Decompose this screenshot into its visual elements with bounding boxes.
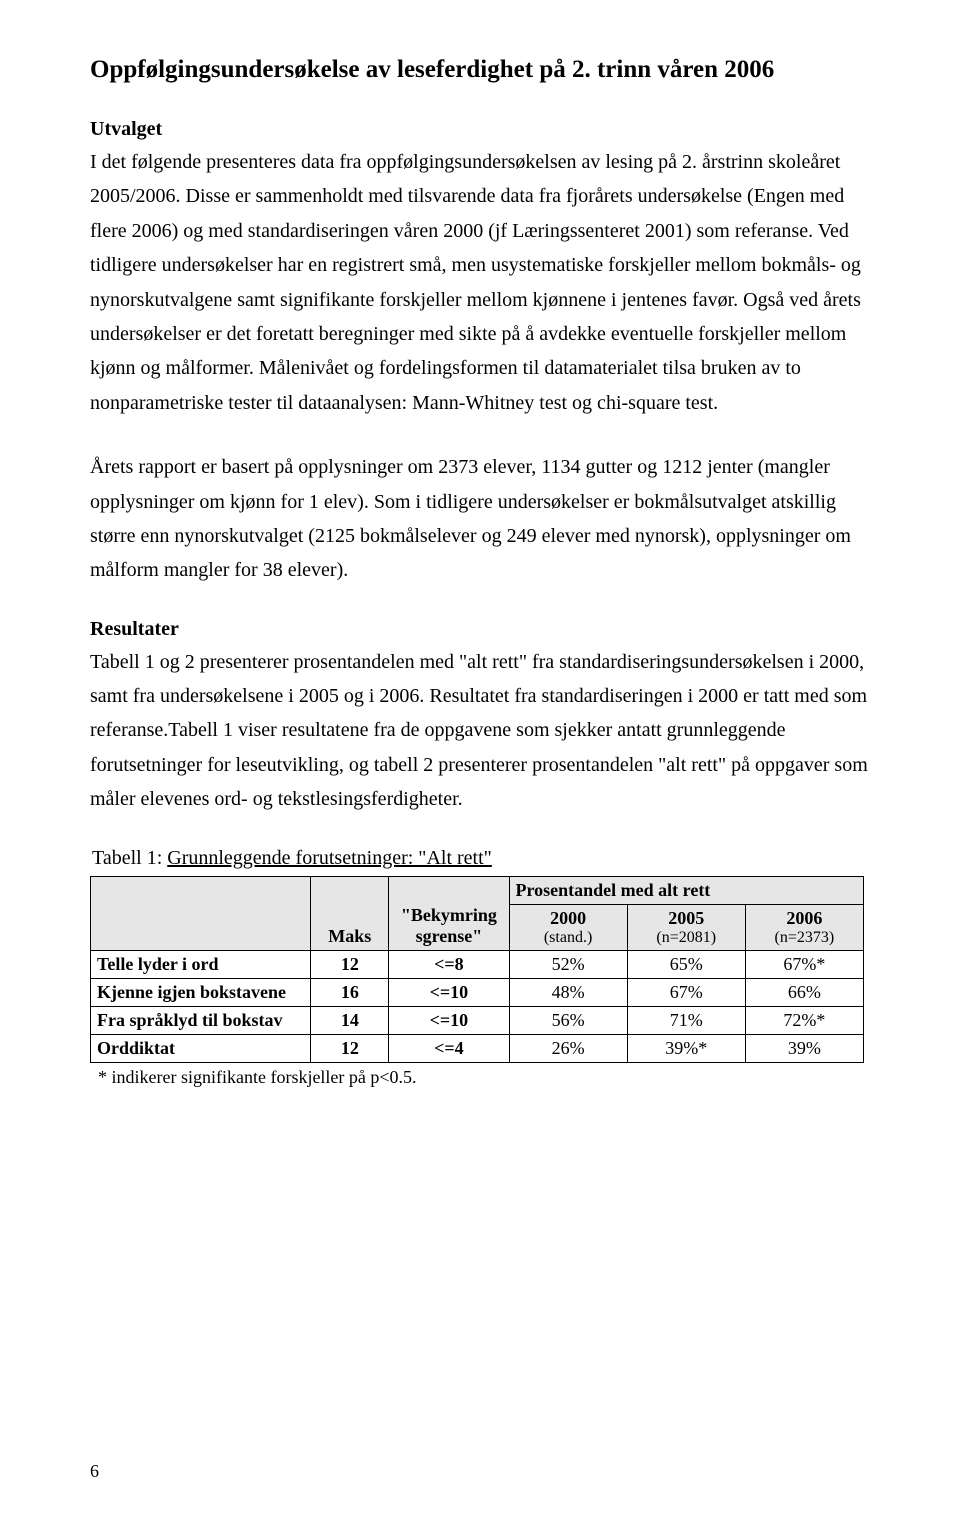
table1-caption: Tabell 1: Grunnleggende forutsetninger: …	[92, 847, 870, 870]
table1-col-2000-bot: (stand.)	[516, 929, 621, 947]
row-label: Kjenne igjen bokstavene	[91, 978, 311, 1006]
cell-maks: 16	[311, 978, 389, 1006]
cell-2006: 72%*	[745, 1006, 863, 1034]
table-row: Telle lyder i ord 12 <=8 52% 65% 67%*	[91, 950, 864, 978]
table1: Maks "Bekymring sgrense" Prosentandel me…	[90, 876, 864, 1063]
paragraph-2: Årets rapport er basert på opplysninger …	[90, 450, 870, 588]
table1-col-2000-top: 2000	[516, 908, 621, 929]
cell-grense: <=10	[389, 1006, 509, 1034]
cell-2005: 67%	[627, 978, 745, 1006]
table1-span-header: Prosentandel med alt rett	[509, 876, 864, 904]
cell-2005: 71%	[627, 1006, 745, 1034]
row-label: Fra språklyd til bokstav	[91, 1006, 311, 1034]
table1-col-2005-top: 2005	[634, 908, 739, 929]
cell-2000: 52%	[509, 950, 627, 978]
table1-caption-prefix: Tabell 1:	[92, 847, 167, 869]
table1-col-bekymring: "Bekymring sgrense"	[389, 876, 509, 950]
cell-maks: 12	[311, 1034, 389, 1062]
page-number: 6	[90, 1461, 99, 1482]
table1-footnote: * indikerer signifikante forskjeller på …	[98, 1067, 870, 1088]
table1-col-bekymring-bot: sgrense"	[395, 926, 502, 947]
table-row: Kjenne igjen bokstavene 16 <=10 48% 67% …	[91, 978, 864, 1006]
cell-2000: 26%	[509, 1034, 627, 1062]
table-row: Orddiktat 12 <=4 26% 39%* 39%	[91, 1034, 864, 1062]
table-row: Fra språklyd til bokstav 14 <=10 56% 71%…	[91, 1006, 864, 1034]
table1-caption-underlined: Grunnleggende forutsetninger: "Alt rett"	[167, 847, 492, 869]
table1-col-2006-top: 2006	[752, 908, 857, 929]
cell-grense: <=8	[389, 950, 509, 978]
cell-maks: 12	[311, 950, 389, 978]
cell-2005: 65%	[627, 950, 745, 978]
cell-2005: 39%*	[627, 1034, 745, 1062]
cell-2006: 66%	[745, 978, 863, 1006]
table1-header-row1: Maks "Bekymring sgrense" Prosentandel me…	[91, 876, 864, 904]
table1-col-2000: 2000 (stand.)	[509, 904, 627, 950]
page-title: Oppfølgingsundersøkelse av leseferdighet…	[90, 56, 870, 84]
cell-2000: 48%	[509, 978, 627, 1006]
table1-col-2005-bot: (n=2081)	[634, 929, 739, 947]
cell-2006: 67%*	[745, 950, 863, 978]
cell-2006: 39%	[745, 1034, 863, 1062]
cell-2000: 56%	[509, 1006, 627, 1034]
table1-col-2006-bot: (n=2373)	[752, 929, 857, 947]
section-heading-resultater: Resultater	[90, 618, 870, 641]
row-label: Orddiktat	[91, 1034, 311, 1062]
cell-grense: <=4	[389, 1034, 509, 1062]
table1-col-maks: Maks	[311, 876, 389, 950]
table1-col-maks-label: Maks	[317, 926, 382, 947]
row-label: Telle lyder i ord	[91, 950, 311, 978]
section-heading-utvalget: Utvalget	[90, 118, 870, 141]
table1-col-bekymring-top: "Bekymring	[395, 905, 502, 926]
table1-col-2005: 2005 (n=2081)	[627, 904, 745, 950]
cell-grense: <=10	[389, 978, 509, 1006]
cell-maks: 14	[311, 1006, 389, 1034]
table1-blank-header	[91, 876, 311, 950]
table1-col-2006: 2006 (n=2373)	[745, 904, 863, 950]
paragraph-1: I det følgende presenteres data fra oppf…	[90, 145, 870, 420]
page-container: Oppfølgingsundersøkelse av leseferdighet…	[0, 0, 960, 1518]
paragraph-3: Tabell 1 og 2 presenterer prosentandelen…	[90, 645, 870, 817]
